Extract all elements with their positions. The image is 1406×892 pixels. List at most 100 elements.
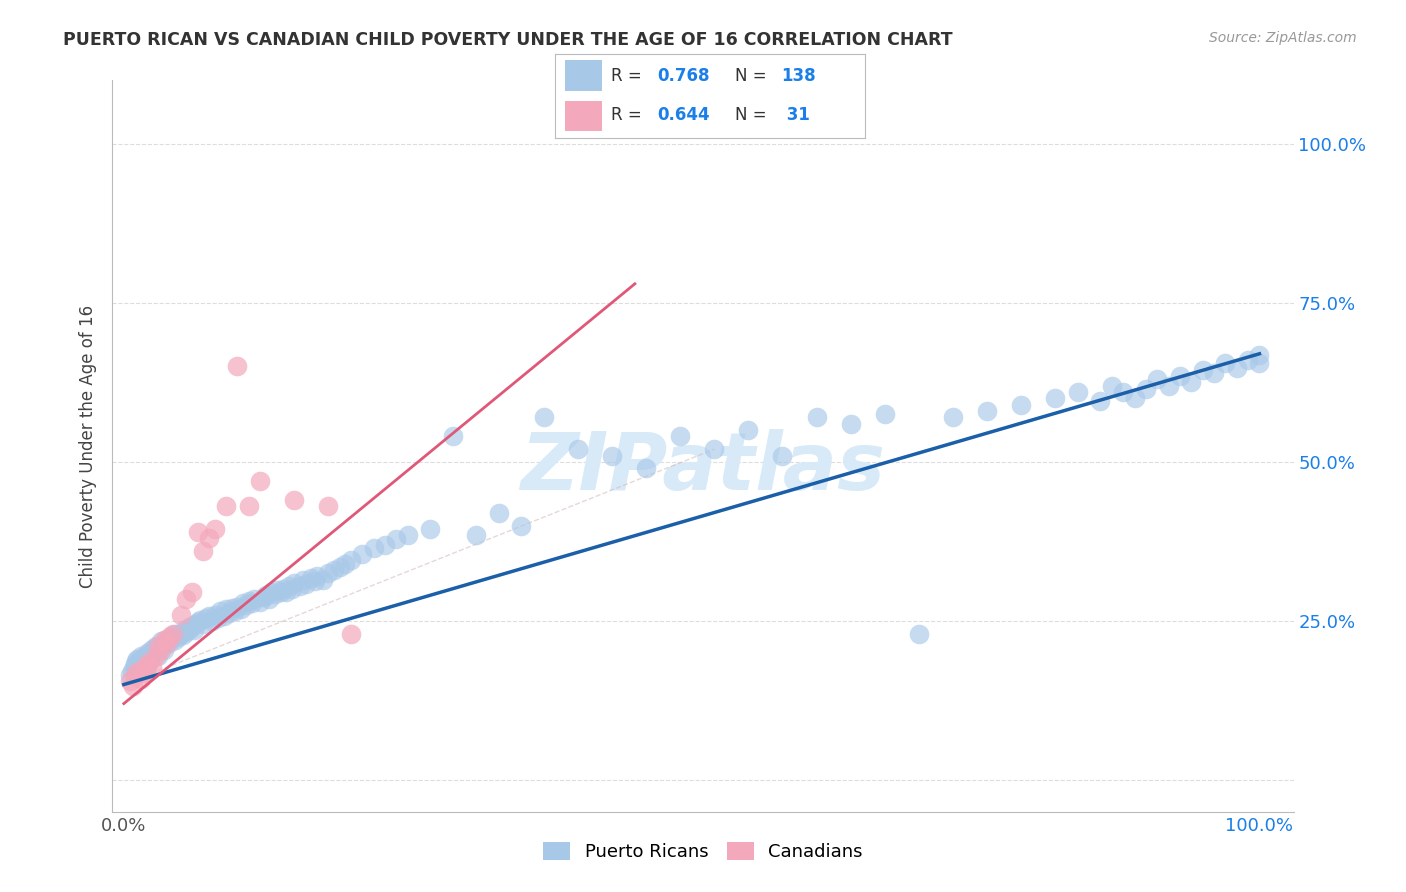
Puerto Ricans bbox=[157, 636, 180, 650]
Puerto Ricans bbox=[153, 636, 176, 650]
Puerto Ricans bbox=[322, 563, 346, 577]
Puerto Ricans bbox=[374, 538, 396, 552]
Text: R =: R = bbox=[612, 106, 641, 124]
Canadians bbox=[138, 655, 160, 669]
Canadians bbox=[174, 591, 197, 606]
Text: Source: ZipAtlas.com: Source: ZipAtlas.com bbox=[1209, 31, 1357, 45]
Puerto Ricans bbox=[281, 582, 304, 596]
Puerto Ricans bbox=[224, 604, 246, 618]
Puerto Ricans bbox=[229, 602, 252, 616]
Bar bbox=[565, 101, 602, 131]
Puerto Ricans bbox=[257, 591, 280, 606]
Puerto Ricans bbox=[209, 604, 232, 618]
Canadians bbox=[215, 500, 238, 514]
Puerto Ricans bbox=[156, 634, 179, 648]
Canadians bbox=[156, 636, 179, 650]
Puerto Ricans bbox=[183, 624, 205, 638]
Puerto Ricans bbox=[135, 659, 157, 673]
Puerto Ricans bbox=[235, 598, 257, 612]
Puerto Ricans bbox=[232, 596, 254, 610]
Canadians bbox=[127, 665, 149, 679]
Canadians bbox=[135, 658, 157, 673]
Canadians bbox=[132, 662, 155, 676]
Canadians bbox=[187, 524, 209, 539]
Puerto Ricans bbox=[396, 528, 419, 542]
Puerto Ricans bbox=[567, 442, 589, 457]
Puerto Ricans bbox=[139, 642, 162, 657]
Canadians bbox=[198, 531, 221, 545]
Puerto Ricans bbox=[335, 557, 357, 571]
Puerto Ricans bbox=[146, 648, 169, 663]
Puerto Ricans bbox=[806, 410, 828, 425]
Text: 0.644: 0.644 bbox=[658, 106, 710, 124]
Canadians bbox=[283, 493, 305, 508]
Puerto Ricans bbox=[135, 646, 157, 660]
Text: ZIPatlas: ZIPatlas bbox=[520, 429, 886, 507]
Puerto Ricans bbox=[266, 583, 288, 598]
Canadians bbox=[129, 673, 152, 687]
Puerto Ricans bbox=[204, 607, 226, 622]
Puerto Ricans bbox=[129, 655, 152, 669]
Puerto Ricans bbox=[305, 569, 328, 583]
Puerto Ricans bbox=[179, 622, 201, 636]
Puerto Ricans bbox=[311, 573, 333, 587]
Puerto Ricans bbox=[873, 407, 896, 421]
Puerto Ricans bbox=[145, 640, 167, 654]
Canadians bbox=[122, 679, 145, 693]
Puerto Ricans bbox=[215, 602, 238, 616]
Puerto Ricans bbox=[121, 664, 143, 678]
Puerto Ricans bbox=[160, 628, 183, 642]
Puerto Ricans bbox=[139, 646, 162, 660]
Text: 0.768: 0.768 bbox=[658, 67, 710, 85]
Puerto Ricans bbox=[271, 582, 294, 596]
Puerto Ricans bbox=[636, 461, 658, 475]
Puerto Ricans bbox=[165, 626, 187, 640]
Puerto Ricans bbox=[363, 541, 385, 555]
Puerto Ricans bbox=[122, 659, 145, 673]
Canadians bbox=[134, 666, 156, 681]
Canadians bbox=[249, 474, 271, 488]
Puerto Ricans bbox=[270, 585, 292, 599]
Puerto Ricans bbox=[1249, 356, 1271, 370]
Puerto Ricans bbox=[254, 589, 277, 603]
Canadians bbox=[145, 648, 167, 663]
Puerto Ricans bbox=[1226, 360, 1249, 375]
Puerto Ricans bbox=[194, 611, 217, 625]
Puerto Ricans bbox=[134, 653, 156, 667]
Puerto Ricans bbox=[172, 628, 194, 642]
Puerto Ricans bbox=[1067, 384, 1090, 399]
Canadians bbox=[340, 626, 363, 640]
Puerto Ricans bbox=[510, 518, 533, 533]
Puerto Ricans bbox=[277, 579, 299, 593]
Puerto Ricans bbox=[243, 591, 266, 606]
Puerto Ricans bbox=[1180, 376, 1202, 390]
Puerto Ricans bbox=[1101, 378, 1123, 392]
Y-axis label: Child Poverty Under the Age of 16: Child Poverty Under the Age of 16 bbox=[79, 304, 97, 588]
Puerto Ricans bbox=[155, 632, 177, 647]
Puerto Ricans bbox=[177, 620, 200, 634]
Puerto Ricans bbox=[1010, 398, 1032, 412]
Puerto Ricans bbox=[187, 615, 209, 630]
Puerto Ricans bbox=[150, 634, 173, 648]
Puerto Ricans bbox=[737, 423, 759, 437]
Puerto Ricans bbox=[600, 449, 623, 463]
Puerto Ricans bbox=[226, 599, 249, 614]
Puerto Ricans bbox=[142, 646, 165, 660]
Puerto Ricans bbox=[352, 547, 374, 561]
Puerto Ricans bbox=[1237, 353, 1260, 368]
Puerto Ricans bbox=[1112, 384, 1135, 399]
Puerto Ricans bbox=[134, 648, 156, 663]
Puerto Ricans bbox=[125, 654, 148, 668]
Puerto Ricans bbox=[118, 668, 141, 682]
Puerto Ricans bbox=[288, 579, 311, 593]
Puerto Ricans bbox=[148, 642, 170, 657]
Puerto Ricans bbox=[201, 614, 224, 628]
Text: 138: 138 bbox=[782, 67, 815, 85]
Puerto Ricans bbox=[221, 601, 243, 615]
Puerto Ricans bbox=[127, 664, 149, 678]
Puerto Ricans bbox=[839, 417, 862, 431]
Puerto Ricans bbox=[772, 449, 794, 463]
Puerto Ricans bbox=[264, 587, 287, 601]
Puerto Ricans bbox=[169, 626, 191, 640]
Canadians bbox=[150, 642, 173, 657]
